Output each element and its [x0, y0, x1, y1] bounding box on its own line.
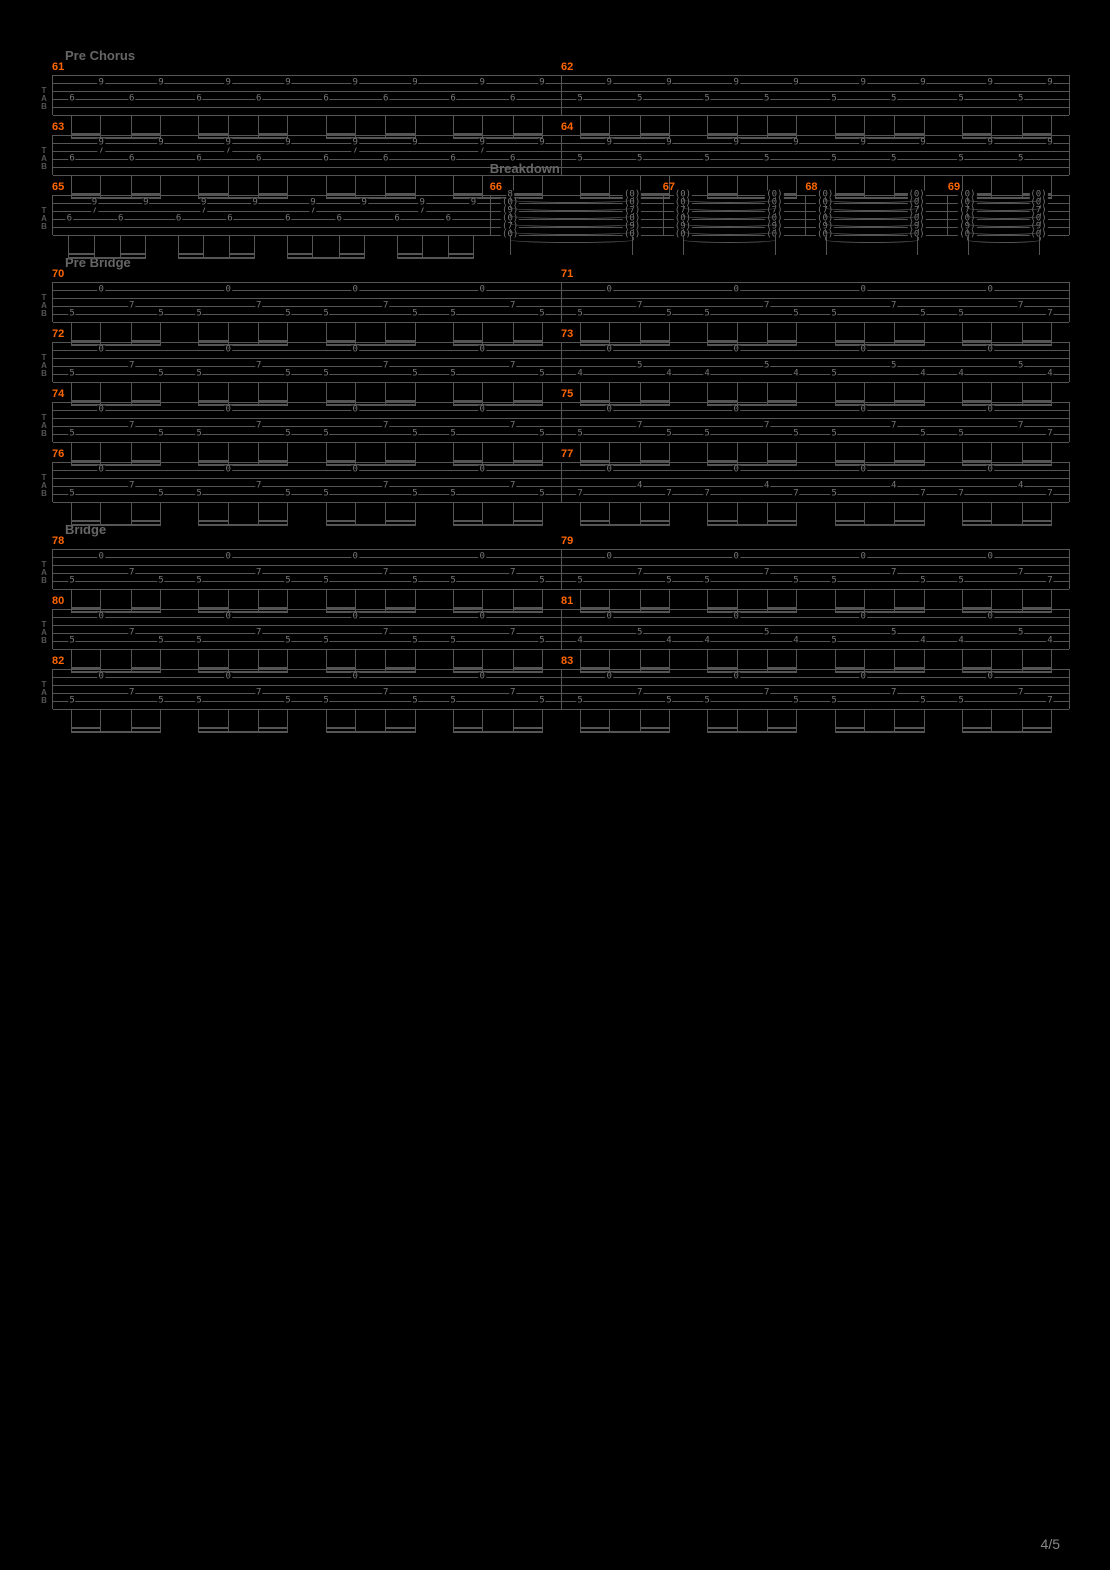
tab-system: TAB7273507550755075507540544054405454054 — [40, 342, 1070, 382]
bar-number: 71 — [561, 268, 573, 280]
bar-number: 64 — [561, 121, 573, 133]
tab-page: Pre ChorusTAB616269696969696969695959595… — [0, 0, 1110, 1570]
bar-number: 62 — [561, 61, 573, 73]
tab-system: TAB8283507550755075507550755075507550757 — [40, 669, 1070, 709]
tab-system: TAB7677507550755075507570477047704757047 — [40, 462, 1070, 502]
bar-number: 82 — [52, 655, 64, 667]
bar-number: 73 — [561, 328, 573, 340]
page-number: 4/5 — [1041, 1536, 1060, 1552]
bar-number: 63 — [52, 121, 64, 133]
tab-system: TAB7475507550755075507550755075507550757 — [40, 402, 1070, 442]
tab-system: TAB7071507550755075507550755075507550757 — [40, 282, 1070, 322]
tab-system: TAB616269696969696969695959595959595959 — [40, 75, 1070, 115]
bar-number: 83 — [561, 655, 573, 667]
bar-number: 61 — [52, 61, 64, 73]
tab-system: TAB6566676869Breakdown679696796967969679… — [40, 195, 1070, 235]
bar-number: 72 — [52, 328, 64, 340]
tab-system: TAB8081507550755075507540544054405454054 — [40, 609, 1070, 649]
bar-number: 78 — [52, 535, 64, 547]
bar-number: 66 — [490, 181, 502, 193]
bar-number: 79 — [561, 535, 573, 547]
bar-number: 70 — [52, 268, 64, 280]
bar-number: 81 — [561, 595, 573, 607]
bar-number: 80 — [52, 595, 64, 607]
bar-number: 77 — [561, 448, 573, 460]
section-label: Breakdown — [490, 161, 560, 176]
bar-number: 75 — [561, 388, 573, 400]
tab-system: TAB7879507550755075507550755075507550757 — [40, 549, 1070, 589]
bar-number: 76 — [52, 448, 64, 460]
bar-number: 65 — [52, 181, 64, 193]
bar-number: 74 — [52, 388, 64, 400]
